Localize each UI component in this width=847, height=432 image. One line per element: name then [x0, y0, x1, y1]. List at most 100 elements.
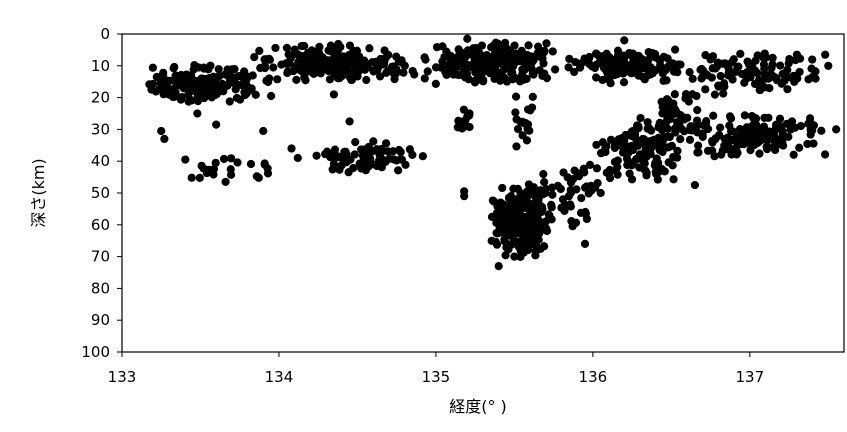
- data-point: [187, 96, 196, 105]
- data-point: [669, 175, 678, 184]
- data-point: [755, 78, 764, 87]
- data-point: [789, 150, 798, 159]
- data-point: [201, 85, 210, 95]
- data-point: [481, 66, 490, 75]
- data-point: [516, 241, 525, 250]
- data-point: [529, 223, 538, 233]
- y-tick-label: 10: [91, 57, 110, 75]
- data-point: [632, 52, 641, 62]
- data-point: [204, 65, 213, 74]
- data-point: [263, 169, 273, 178]
- data-point: [673, 68, 682, 77]
- data-point: [446, 58, 455, 68]
- data-point: [510, 41, 519, 50]
- data-point: [634, 71, 643, 80]
- data-point: [510, 252, 519, 261]
- data-point: [618, 148, 628, 157]
- data-point: [509, 184, 518, 193]
- data-point: [271, 43, 280, 53]
- data-point: [355, 159, 364, 168]
- data-point: [260, 55, 269, 64]
- data-point: [312, 151, 321, 160]
- data-point: [369, 137, 378, 146]
- data-point: [490, 50, 499, 59]
- data-point: [327, 63, 336, 72]
- data-point: [710, 152, 719, 161]
- data-point: [642, 171, 651, 180]
- data-point: [381, 53, 390, 62]
- data-point: [163, 89, 172, 98]
- y-tick-label: 30: [91, 120, 110, 138]
- data-point: [511, 108, 520, 117]
- data-point: [300, 73, 309, 82]
- data-point: [659, 52, 668, 61]
- data-point: [740, 111, 749, 120]
- data-point: [334, 39, 343, 49]
- data-point: [372, 64, 381, 74]
- data-point: [651, 53, 661, 62]
- data-point: [716, 123, 725, 132]
- data-point: [528, 69, 537, 78]
- data-point: [210, 73, 220, 83]
- data-point: [563, 173, 572, 182]
- data-point: [548, 47, 557, 56]
- data-point: [518, 131, 527, 140]
- data-point: [744, 130, 753, 139]
- data-point: [346, 155, 355, 164]
- y-tick-label: 0: [100, 25, 110, 43]
- data-point: [565, 54, 574, 63]
- data-point: [692, 91, 701, 101]
- data-point: [708, 52, 718, 61]
- data-point: [576, 208, 586, 217]
- data-point: [803, 139, 812, 149]
- data-point: [785, 54, 794, 64]
- data-point: [442, 70, 451, 79]
- data-point: [769, 142, 778, 152]
- data-point: [355, 66, 364, 75]
- data-point: [339, 156, 348, 166]
- data-point: [287, 144, 296, 153]
- data-point: [683, 113, 692, 122]
- data-point: [305, 66, 314, 75]
- data-point: [187, 173, 196, 182]
- data-point: [349, 164, 358, 173]
- data-point: [821, 50, 830, 59]
- data-point: [334, 60, 344, 70]
- data-point: [756, 127, 765, 136]
- data-point: [339, 54, 348, 63]
- data-point: [533, 42, 543, 51]
- data-point: [351, 52, 361, 62]
- data-point: [509, 204, 519, 213]
- y-tick-label: 40: [91, 152, 110, 170]
- data-point: [509, 239, 518, 248]
- data-point: [711, 134, 720, 143]
- data-point: [540, 46, 549, 55]
- data-point: [330, 145, 340, 154]
- data-point: [505, 62, 515, 71]
- data-point: [651, 169, 661, 178]
- data-point: [382, 68, 391, 77]
- data-point: [351, 138, 360, 147]
- data-point: [533, 49, 542, 58]
- data-point: [488, 196, 497, 205]
- data-point: [764, 113, 773, 122]
- data-point: [671, 128, 680, 137]
- data-point: [174, 75, 183, 84]
- data-point: [227, 154, 236, 163]
- data-point: [283, 59, 292, 68]
- data-point: [661, 143, 670, 152]
- data-point: [314, 46, 323, 55]
- data-point: [609, 63, 618, 73]
- data-point: [567, 217, 576, 226]
- data-point: [297, 41, 306, 51]
- data-point: [820, 150, 830, 159]
- data-point: [790, 123, 799, 132]
- data-point: [670, 45, 680, 54]
- data-point: [643, 150, 652, 159]
- data-point: [269, 63, 278, 72]
- data-point: [644, 48, 653, 57]
- data-point: [212, 89, 221, 99]
- data-point: [703, 146, 713, 155]
- data-point: [685, 68, 694, 77]
